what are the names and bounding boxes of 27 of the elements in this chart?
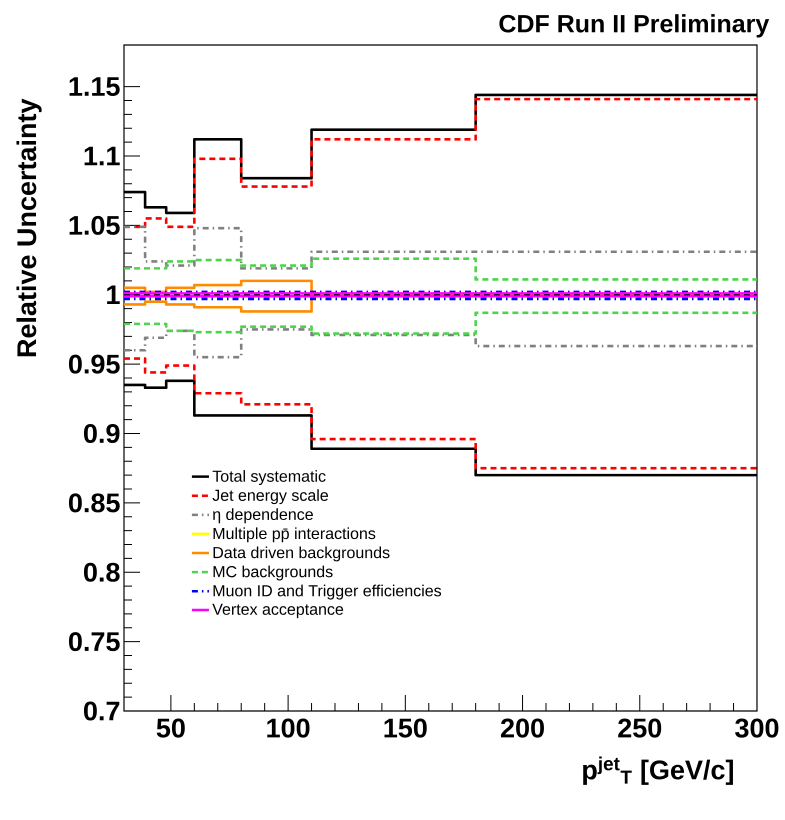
x-tick-label: 50: [156, 718, 185, 738]
y-tick-label: 0.75: [68, 632, 120, 652]
y-tick-label: 1.15: [70, 77, 120, 96]
y-tick-label: 0.7: [84, 701, 120, 721]
y-tick-label: 1.1: [84, 146, 120, 166]
y-tick-label: 1.05: [70, 216, 120, 235]
y-tick-label: 0.8: [84, 562, 120, 582]
x-tick-label: 200: [500, 718, 544, 738]
legend-label: Multiple pp̄ interactions: [214, 527, 376, 542]
y-tick-label: 0.95: [68, 354, 120, 374]
y-tick-label: 0.9: [84, 424, 120, 444]
legend-label: Data driven backgrounds: [214, 546, 390, 562]
x-tick-label: 300: [735, 718, 778, 738]
legend-label: Muon ID and Trigger efficiencies: [214, 584, 442, 600]
x-tick-label: 250: [618, 718, 662, 738]
y-tick-label: 1: [107, 285, 120, 304]
legend-label: η dependence: [213, 508, 313, 524]
y-axis-title: Relative Uncertainty: [16, 98, 42, 356]
legend-label: Total systematic: [212, 470, 326, 486]
x-tick-label: 150: [384, 718, 427, 738]
legend-label: MC backgrounds: [214, 566, 333, 580]
legend-label: Vertex acceptance: [212, 604, 344, 618]
x-tick-label: 100: [267, 718, 310, 738]
y-tick-label: 0.85: [68, 493, 120, 512]
x-axis-title: p$^{jet}$$_{T}$ [GeV/c]: [583, 756, 733, 785]
chart-title: CDF Run II Preliminary: [499, 14, 770, 38]
legend-label: Jet energy scale: [212, 489, 328, 504]
